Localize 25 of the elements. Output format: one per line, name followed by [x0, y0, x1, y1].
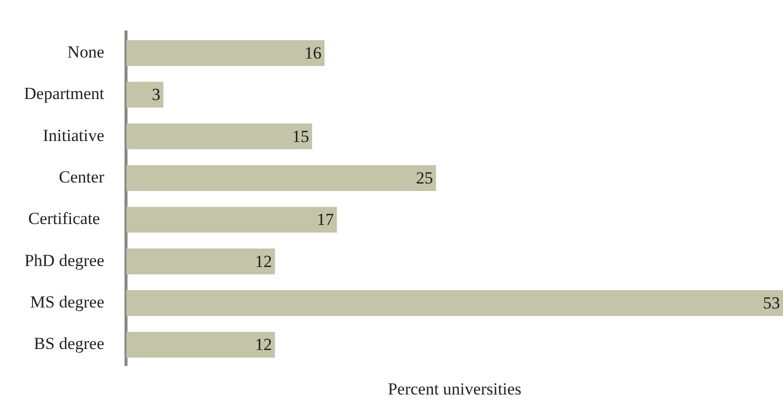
data-label: 53 — [763, 294, 780, 313]
bar — [126, 206, 337, 233]
y-tick-label: Certificate — [28, 209, 104, 228]
bar — [126, 290, 783, 316]
bar — [126, 40, 325, 66]
y-tick-label: MS degree — [30, 292, 104, 312]
y-tick-label: BS degree — [34, 334, 104, 354]
y-tick-label: PhD degree — [24, 250, 104, 270]
bar — [126, 248, 275, 274]
bar — [126, 82, 164, 108]
data-label: 12 — [254, 335, 272, 354]
data-label: 25 — [416, 168, 434, 188]
bar — [126, 123, 312, 150]
x-axis-title: Percent universities — [388, 379, 522, 398]
data-label: 12 — [254, 252, 272, 271]
bar — [126, 165, 436, 191]
y-tick-label: Initiative — [42, 126, 104, 145]
data-label: 17 — [316, 210, 334, 230]
y-tick-label: None — [67, 42, 104, 62]
data-label: 15 — [292, 126, 310, 146]
data-label: 3 — [152, 85, 160, 104]
bar — [126, 332, 275, 358]
data-label: 16 — [304, 44, 322, 63]
y-tick-label: Department — [24, 84, 105, 104]
y-tick-label: Center — [58, 168, 105, 187]
